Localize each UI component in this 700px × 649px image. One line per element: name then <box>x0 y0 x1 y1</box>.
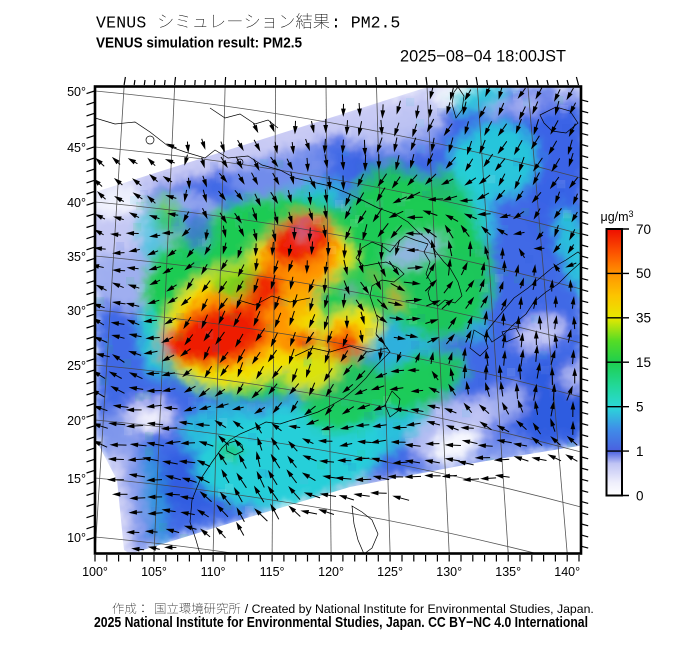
svg-text:50°: 50° <box>67 85 86 99</box>
svg-text:140°: 140° <box>554 565 580 579</box>
svg-text:50: 50 <box>636 266 651 281</box>
svg-text:35°: 35° <box>67 250 86 264</box>
svg-text:15°: 15° <box>67 472 86 486</box>
svg-text:25°: 25° <box>67 359 86 373</box>
svg-text:0: 0 <box>636 488 644 503</box>
svg-text:2025 National Institute for En: 2025 National Institute for Environmenta… <box>94 614 588 631</box>
svg-text:130°: 130° <box>436 565 462 579</box>
svg-text:35: 35 <box>636 311 651 326</box>
svg-text:5: 5 <box>636 400 644 415</box>
svg-text:70: 70 <box>636 222 651 237</box>
svg-text:45°: 45° <box>67 141 86 155</box>
svg-text:40°: 40° <box>67 196 86 210</box>
svg-text:125°: 125° <box>377 565 403 579</box>
svg-text:: PM2.5: : PM2.5 <box>331 14 400 33</box>
svg-text:μg/m3: μg/m3 <box>601 209 634 224</box>
svg-text:1: 1 <box>636 444 644 459</box>
svg-text:30°: 30° <box>67 304 86 318</box>
svg-text:15: 15 <box>636 355 651 370</box>
svg-text:100°: 100° <box>82 565 108 579</box>
svg-text:105°: 105° <box>141 565 167 579</box>
svg-text:120°: 120° <box>318 565 344 579</box>
svg-text:VENUS simulation result: PM2.5: VENUS simulation result: PM2.5 <box>96 36 302 52</box>
svg-text:2025−08−04 18:00JST: 2025−08−04 18:00JST <box>400 47 566 66</box>
svg-text:115°: 115° <box>260 565 285 579</box>
svg-text:20°: 20° <box>67 414 86 428</box>
svg-text:VENUS: VENUS <box>96 14 147 33</box>
svg-text:135°: 135° <box>495 565 521 579</box>
svg-text:10°: 10° <box>67 531 86 545</box>
svg-text:110°: 110° <box>201 565 226 579</box>
svg-text:/ Created by National Institut: / Created by National Institute for Envi… <box>245 602 594 616</box>
